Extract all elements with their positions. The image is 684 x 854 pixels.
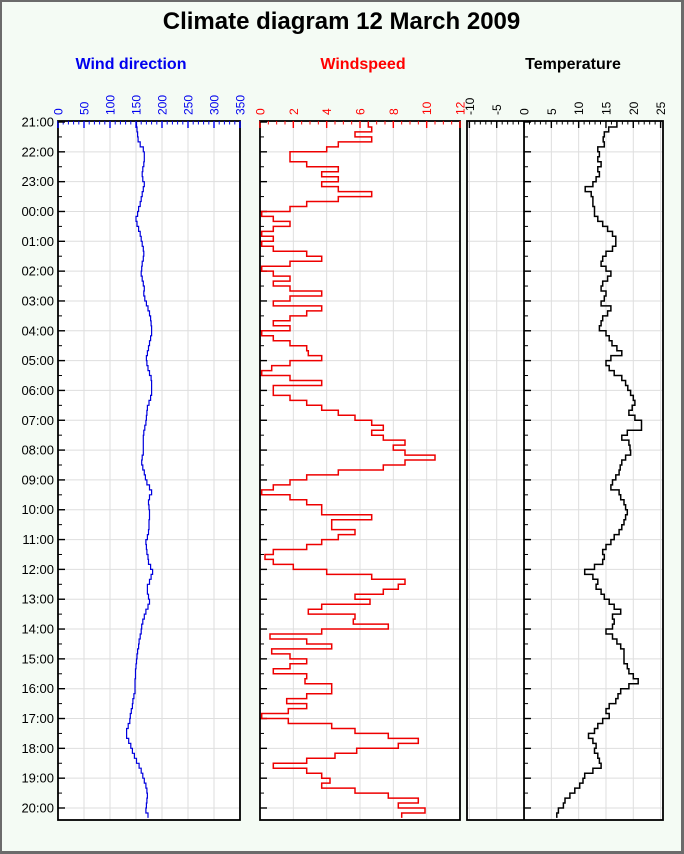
svg-text:5: 5 bbox=[545, 108, 559, 115]
top-axis-labels: 0 2 4 6 8 10 12 bbox=[254, 101, 468, 115]
svg-text:150: 150 bbox=[130, 95, 144, 115]
panel-title-wind-direction: Wind direction bbox=[75, 56, 187, 73]
svg-text:21:00: 21:00 bbox=[21, 115, 54, 130]
svg-text:0: 0 bbox=[518, 108, 532, 115]
svg-text:06:00: 06:00 bbox=[21, 383, 54, 398]
hour-ticks bbox=[524, 121, 532, 809]
top-axis-labels: -10 -5 0 5 10 15 20 25 bbox=[463, 97, 668, 115]
windspeed-series bbox=[260, 122, 436, 818]
time-axis-labels: 21:00 22:00 23:00 00:00 01:00 02:00 03:00 04:00… bbox=[21, 115, 54, 816]
svg-text:23:00: 23:00 bbox=[21, 174, 54, 189]
svg-text:200: 200 bbox=[156, 95, 170, 115]
svg-text:25: 25 bbox=[654, 101, 668, 115]
temperature-series bbox=[556, 122, 643, 818]
svg-text:100: 100 bbox=[104, 95, 118, 115]
svg-text:8: 8 bbox=[387, 108, 401, 115]
svg-text:04:00: 04:00 bbox=[21, 323, 54, 338]
svg-text:-5: -5 bbox=[490, 104, 504, 115]
svg-text:02:00: 02:00 bbox=[21, 264, 54, 279]
panel-title-temperature: Temperature bbox=[525, 56, 621, 73]
svg-text:19:00: 19:00 bbox=[21, 771, 54, 786]
svg-text:12:00: 12:00 bbox=[21, 562, 54, 577]
wind-direction-series bbox=[126, 122, 154, 818]
svg-text:13:00: 13:00 bbox=[21, 592, 54, 607]
svg-text:15:00: 15:00 bbox=[21, 651, 54, 666]
top-axis-ticks bbox=[259, 121, 461, 128]
svg-text:0: 0 bbox=[52, 108, 66, 115]
wind-direction-panel: 0 50 100 150 200 250 300 350 bbox=[52, 95, 248, 821]
svg-text:15: 15 bbox=[599, 101, 613, 115]
svg-text:09:00: 09:00 bbox=[21, 472, 54, 487]
svg-text:07:00: 07:00 bbox=[21, 413, 54, 428]
svg-text:08:00: 08:00 bbox=[21, 443, 54, 458]
svg-text:14:00: 14:00 bbox=[21, 622, 54, 637]
svg-text:4: 4 bbox=[320, 108, 334, 115]
svg-text:00:00: 00:00 bbox=[21, 204, 54, 219]
svg-text:250: 250 bbox=[182, 95, 196, 115]
windspeed-panel: 0 2 4 6 8 10 12 bbox=[254, 101, 468, 821]
svg-text:10: 10 bbox=[420, 101, 434, 115]
svg-text:01:00: 01:00 bbox=[21, 234, 54, 249]
svg-text:11:00: 11:00 bbox=[22, 532, 54, 547]
svg-text:10: 10 bbox=[572, 101, 586, 115]
svg-text:2: 2 bbox=[287, 108, 301, 115]
svg-text:300: 300 bbox=[208, 95, 222, 115]
svg-text:0: 0 bbox=[254, 108, 268, 115]
svg-text:10:00: 10:00 bbox=[21, 502, 54, 517]
svg-text:20:00: 20:00 bbox=[21, 800, 54, 815]
svg-text:6: 6 bbox=[354, 108, 368, 115]
page-title: Climate diagram 12 March 2009 bbox=[162, 8, 521, 35]
svg-text:18:00: 18:00 bbox=[21, 741, 54, 756]
svg-text:05:00: 05:00 bbox=[21, 353, 54, 368]
svg-text:20: 20 bbox=[627, 101, 641, 115]
temperature-panel: -10 -5 0 5 10 15 20 25 bbox=[463, 97, 668, 821]
svg-text:17:00: 17:00 bbox=[21, 711, 54, 726]
svg-text:350: 350 bbox=[234, 95, 248, 115]
panel-title-windspeed: Windspeed bbox=[320, 56, 406, 73]
svg-text:-10: -10 bbox=[463, 97, 477, 115]
svg-text:22:00: 22:00 bbox=[21, 144, 54, 159]
top-axis-labels: 0 50 100 150 200 250 300 350 bbox=[52, 95, 248, 115]
svg-text:03:00: 03:00 bbox=[21, 293, 54, 308]
svg-text:12: 12 bbox=[454, 101, 468, 115]
hour-ticks bbox=[58, 121, 65, 809]
svg-text:16:00: 16:00 bbox=[21, 681, 54, 696]
svg-text:50: 50 bbox=[78, 101, 92, 115]
